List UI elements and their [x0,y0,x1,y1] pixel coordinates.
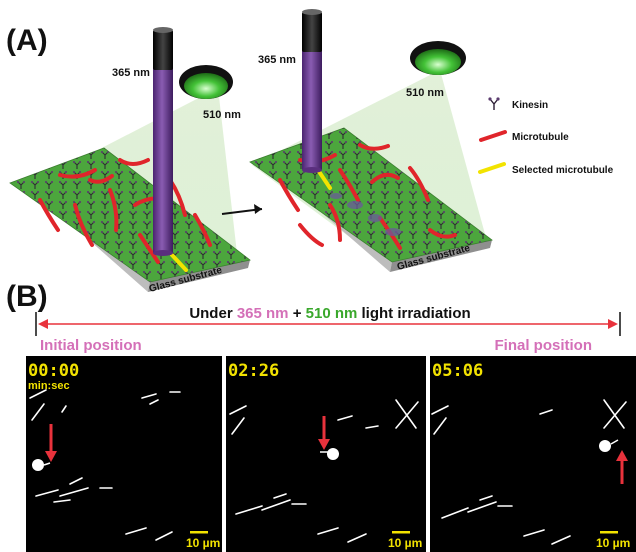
green-lamp-left [179,65,233,99]
microtubule-traces [29,389,181,541]
legend-kinesin: Kinesin [488,97,548,111]
timestamp-1: 00:00 [28,361,79,381]
initial-position-label: Initial position [40,337,142,354]
header-green: 510 nm [306,305,358,322]
wavelength-green-right: 510 nm [406,87,444,99]
timestamp-3: 05:06 [432,361,483,381]
irradiated-spots-right [330,193,401,236]
header-prefix: Under [189,305,237,322]
legend-selected-label: Selected microtubule [512,165,614,176]
panel-b-letter: (B) [6,280,48,313]
microtubule-traces [431,399,627,545]
legend-microtubule: Microtubule [479,130,569,143]
bead [32,459,44,471]
kinesin-icon [489,98,499,110]
uv-light-guide-right [302,50,322,170]
panel-a-letter: (A) [6,24,48,57]
scale-label-3: 10 µm [596,536,630,550]
scale-bar [600,531,618,534]
wavelength-uv-right: 365 nm [258,54,296,66]
selected-microtubule-left [170,253,188,272]
header-plus: + [289,305,306,322]
scale-label-1: 10 µm [186,536,220,550]
frame-1: 00:00 min:sec 10 µm [26,356,222,552]
legend-kinesin-label: Kinesin [512,100,548,111]
scene-left: 365 nm 510 nm Glass substrate [9,27,251,295]
selected-microtubule-icon [478,162,506,174]
legend-microtubule-label: Microtubule [512,132,569,143]
frame-3: 05:06 10 µm [430,356,636,552]
final-position-label: Final position [495,337,593,354]
timeline-arrow [35,312,621,336]
scene-right: 365 nm 510 nm Glass substrate [249,9,493,273]
microtubule-icon [479,130,507,142]
timestamp-2: 02:26 [228,361,279,381]
selected-microtubule-right [316,168,332,190]
scale-bar [190,531,208,534]
frame-2: 02:26 10 µm [226,356,426,552]
bead [599,440,611,452]
legend: Kinesin Microtubule Selected microtubule [478,97,614,176]
timestamp-unit: min:sec [28,380,70,392]
scale-label-2: 10 µm [388,536,422,550]
irradiation-header: Under 365 nm + 510 nm light irradiation [189,305,470,322]
microtubule-traces [229,399,419,543]
legend-selected-microtubule: Selected microtubule [478,162,614,176]
wavelength-uv-left: 365 nm [112,67,150,79]
green-lamp-right [410,41,466,75]
uv-light-guide-left [153,68,173,253]
header-suffix: light irradiation [357,305,470,322]
scale-bar [392,531,410,534]
header-uv: 365 nm [237,305,289,322]
bead [327,448,339,460]
wavelength-green-left: 510 nm [203,109,241,121]
